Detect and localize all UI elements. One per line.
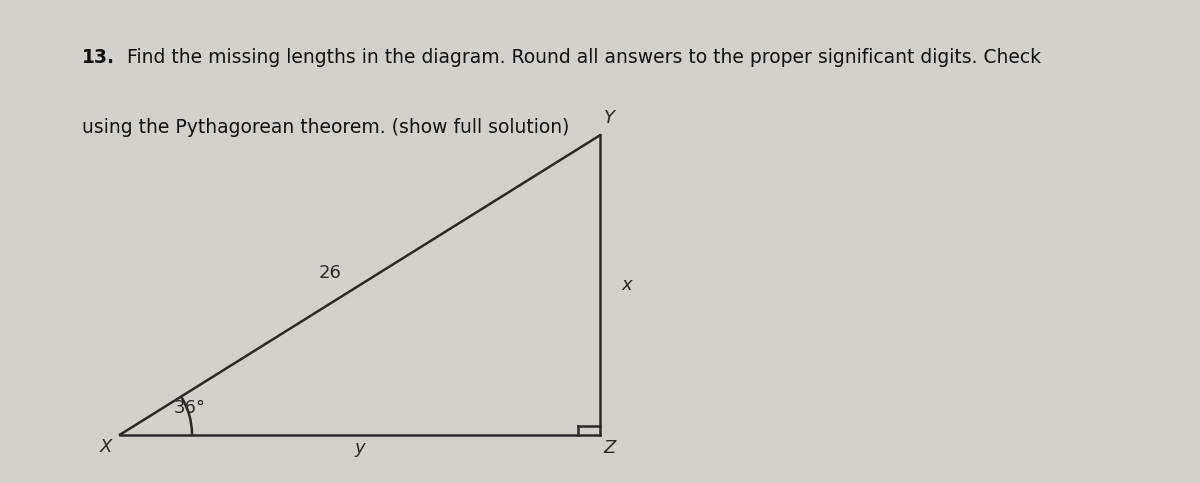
Text: 36°: 36°: [174, 399, 206, 417]
Text: y: y: [355, 439, 365, 457]
Text: Y: Y: [604, 109, 616, 128]
Text: Find the missing lengths in the diagram. Round all answers to the proper signifi: Find the missing lengths in the diagram.…: [121, 48, 1042, 67]
Text: X: X: [100, 438, 112, 456]
Text: 26: 26: [318, 264, 342, 282]
Text: x: x: [622, 276, 632, 294]
Text: 13.: 13.: [82, 48, 115, 67]
Text: Z: Z: [604, 439, 616, 457]
Text: using the Pythagorean theorem. (show full solution): using the Pythagorean theorem. (show ful…: [82, 118, 569, 137]
